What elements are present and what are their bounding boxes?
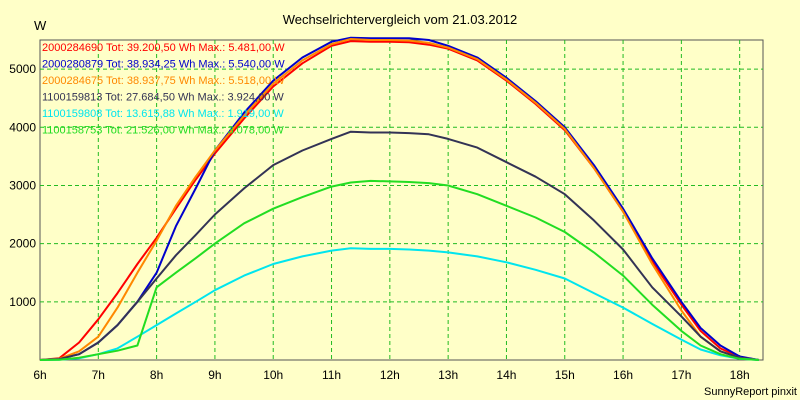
credit-text: SunnyReport pinxit bbox=[704, 386, 797, 398]
chart-title: Wechselrichtervergleich vom 21.03.2012 bbox=[283, 12, 518, 27]
x-tick-label: 9h bbox=[208, 368, 221, 382]
y-axis-ticks: 1000 2000 3000 4000 5000 bbox=[9, 62, 36, 309]
y-axis-unit: W bbox=[34, 18, 47, 33]
series-line-2000284675 bbox=[39, 38, 760, 361]
legend-entry-2000284675: 2000284675 Tot: 38.937,75 Wh Max.: 5.518… bbox=[42, 75, 285, 87]
x-tick-label: 10h bbox=[263, 368, 283, 382]
x-tick-label: 14h bbox=[496, 368, 516, 382]
legend-entry-2000280879: 2000280879 Tot: 38.934,25 Wh Max.: 5.540… bbox=[42, 59, 285, 71]
x-axis-ticks: 6h 7h 8h 9h 10h 11h 12h 13h 14h 15h 16h 17h 18h bbox=[33, 368, 749, 382]
legend-entry-1100158753: 1100158753 Tot: 21.526,00 Wh Max.: 3.078… bbox=[42, 125, 284, 137]
x-tick-label: 16h bbox=[613, 368, 633, 382]
y-tick-label: 4000 bbox=[9, 120, 36, 134]
legend: 2000284690 Tot: 39.200,50 Wh Max.: 5.481… bbox=[42, 42, 285, 137]
legend-entry-1100159808: 1100159808 Tot: 13.615,88 Wh Max.: 1.919… bbox=[42, 108, 284, 120]
x-tick-label: 7h bbox=[92, 368, 105, 382]
series-line-1100158753 bbox=[39, 179, 759, 361]
x-tick-label: 8h bbox=[150, 368, 163, 382]
x-tick-label: 13h bbox=[438, 368, 458, 382]
series-line-1100159813 bbox=[39, 130, 760, 361]
legend-entry-2000284690: 2000284690 Tot: 39.200,50 Wh Max.: 5.481… bbox=[42, 42, 285, 54]
plot-area bbox=[39, 39, 764, 361]
x-tick-label: 6h bbox=[33, 368, 46, 382]
x-tick-label: 18h bbox=[730, 368, 750, 382]
y-tick-label: 1000 bbox=[9, 295, 36, 309]
legend-entry-1100159813: 1100159813 Tot: 27.684,50 Wh Max.: 3.924… bbox=[42, 92, 284, 104]
series-line-2000284690 bbox=[39, 40, 760, 361]
y-tick-label: 3000 bbox=[9, 178, 36, 192]
y-tick-label: 2000 bbox=[9, 237, 36, 251]
x-tick-label: 17h bbox=[671, 368, 691, 382]
x-tick-label: 15h bbox=[555, 368, 575, 382]
x-tick-label: 12h bbox=[380, 368, 400, 382]
y-tick-label: 5000 bbox=[9, 62, 36, 76]
series-lines bbox=[39, 36, 760, 361]
x-tick-label: 11h bbox=[322, 368, 341, 382]
